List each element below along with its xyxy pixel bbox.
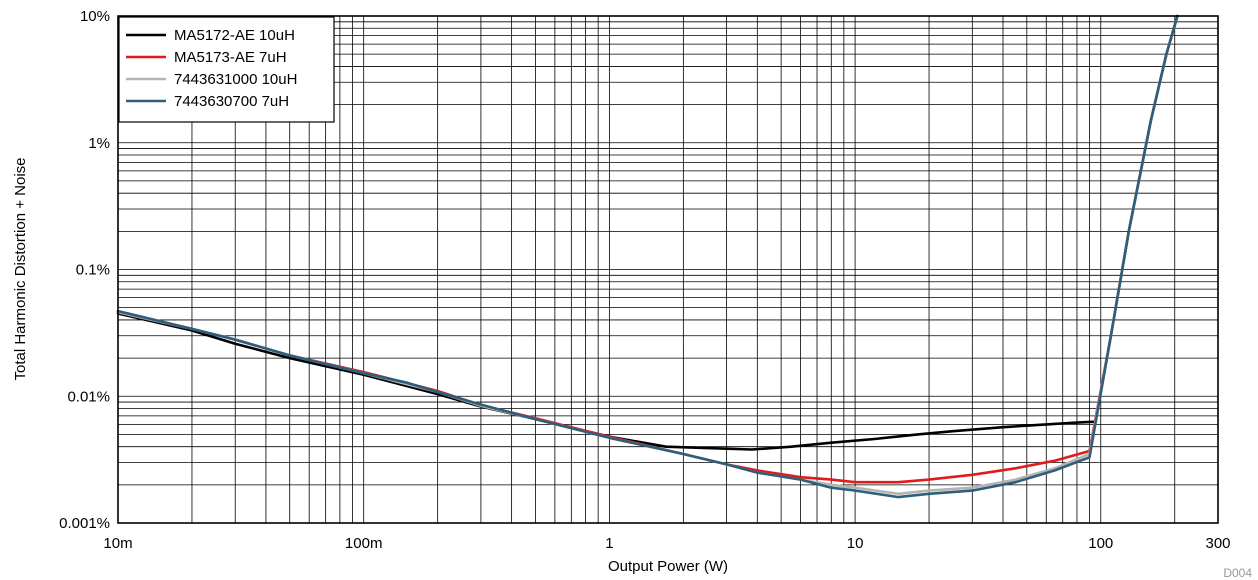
y-tick-label: 0.01% <box>67 388 110 405</box>
x-tick-labels: 10m 100m 1 10 100 300 <box>103 535 1230 552</box>
y-tick-label: 1% <box>88 135 110 152</box>
legend-label: MA5173-AE 7uH <box>174 49 287 66</box>
x-tick-label: 100m <box>345 535 383 552</box>
y-axis-label: Total Harmonic Distortion + Noise <box>12 157 29 380</box>
x-tick-label: 300 <box>1205 535 1230 552</box>
series-lines <box>116 14 1179 499</box>
y-tick-label: 0.001% <box>59 515 110 532</box>
y-tick-labels: 0.001% 0.01% 0.1% 1% 10% <box>59 8 110 532</box>
x-axis-label: Output Power (W) <box>608 558 728 575</box>
x-tick-label: 100 <box>1088 535 1113 552</box>
legend: MA5172-AE 10uH MA5173-AE 7uH 7443631000 10… <box>118 16 335 123</box>
x-tick-label: 10m <box>103 535 132 552</box>
y-tick-label: 0.1% <box>76 262 110 279</box>
figure-id: D004 <box>1223 566 1252 580</box>
legend-label: MA5172-AE 10uH <box>174 27 295 44</box>
x-tick-label: 10 <box>847 535 864 552</box>
x-tick-label: 1 <box>605 535 613 552</box>
legend-label: 7443630700 7uH <box>174 93 289 110</box>
plot-frame <box>117 15 1219 524</box>
series-line-4 <box>116 14 1179 499</box>
y-tick-label: 10% <box>80 8 110 25</box>
legend-label: 7443631000 10uH <box>174 71 297 88</box>
